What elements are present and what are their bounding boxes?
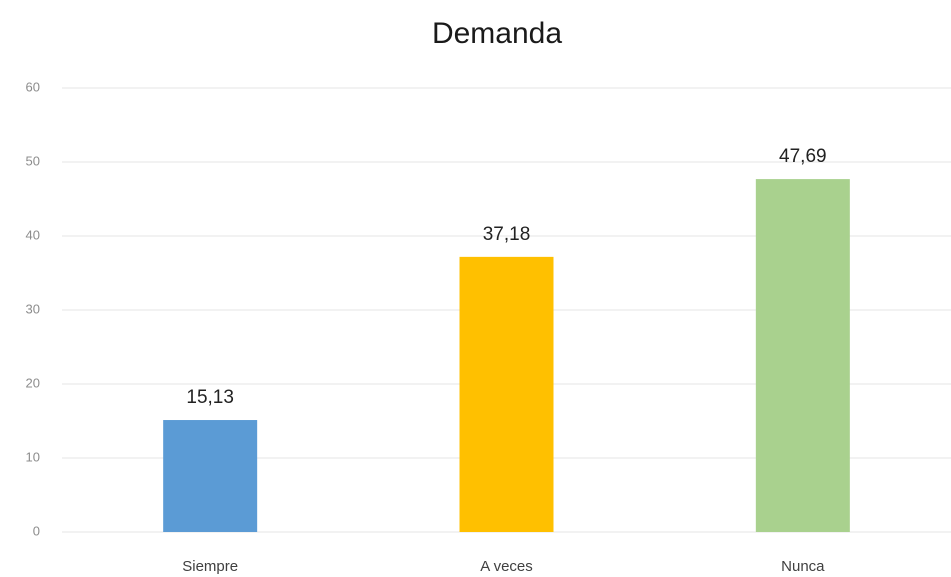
y-tick-label: 30 bbox=[26, 301, 40, 316]
chart-title: Demanda bbox=[432, 17, 562, 50]
x-tick-label: Nunca bbox=[781, 558, 825, 575]
value-label: 37,18 bbox=[483, 224, 531, 245]
bar bbox=[755, 179, 850, 532]
y-tick-label: 50 bbox=[26, 153, 40, 168]
bar bbox=[163, 420, 258, 532]
y-tick-label: 10 bbox=[26, 449, 40, 464]
y-tick-label: 0 bbox=[33, 523, 40, 538]
y-tick-label: 40 bbox=[26, 227, 40, 242]
x-tick-label: A veces bbox=[480, 558, 533, 575]
x-tick-label: Siempre bbox=[182, 558, 238, 575]
bar bbox=[459, 256, 554, 532]
y-tick-label: 60 bbox=[26, 79, 40, 94]
value-label: 15,13 bbox=[186, 387, 234, 408]
y-tick-label: 20 bbox=[26, 375, 40, 390]
value-label: 47,69 bbox=[779, 146, 827, 167]
